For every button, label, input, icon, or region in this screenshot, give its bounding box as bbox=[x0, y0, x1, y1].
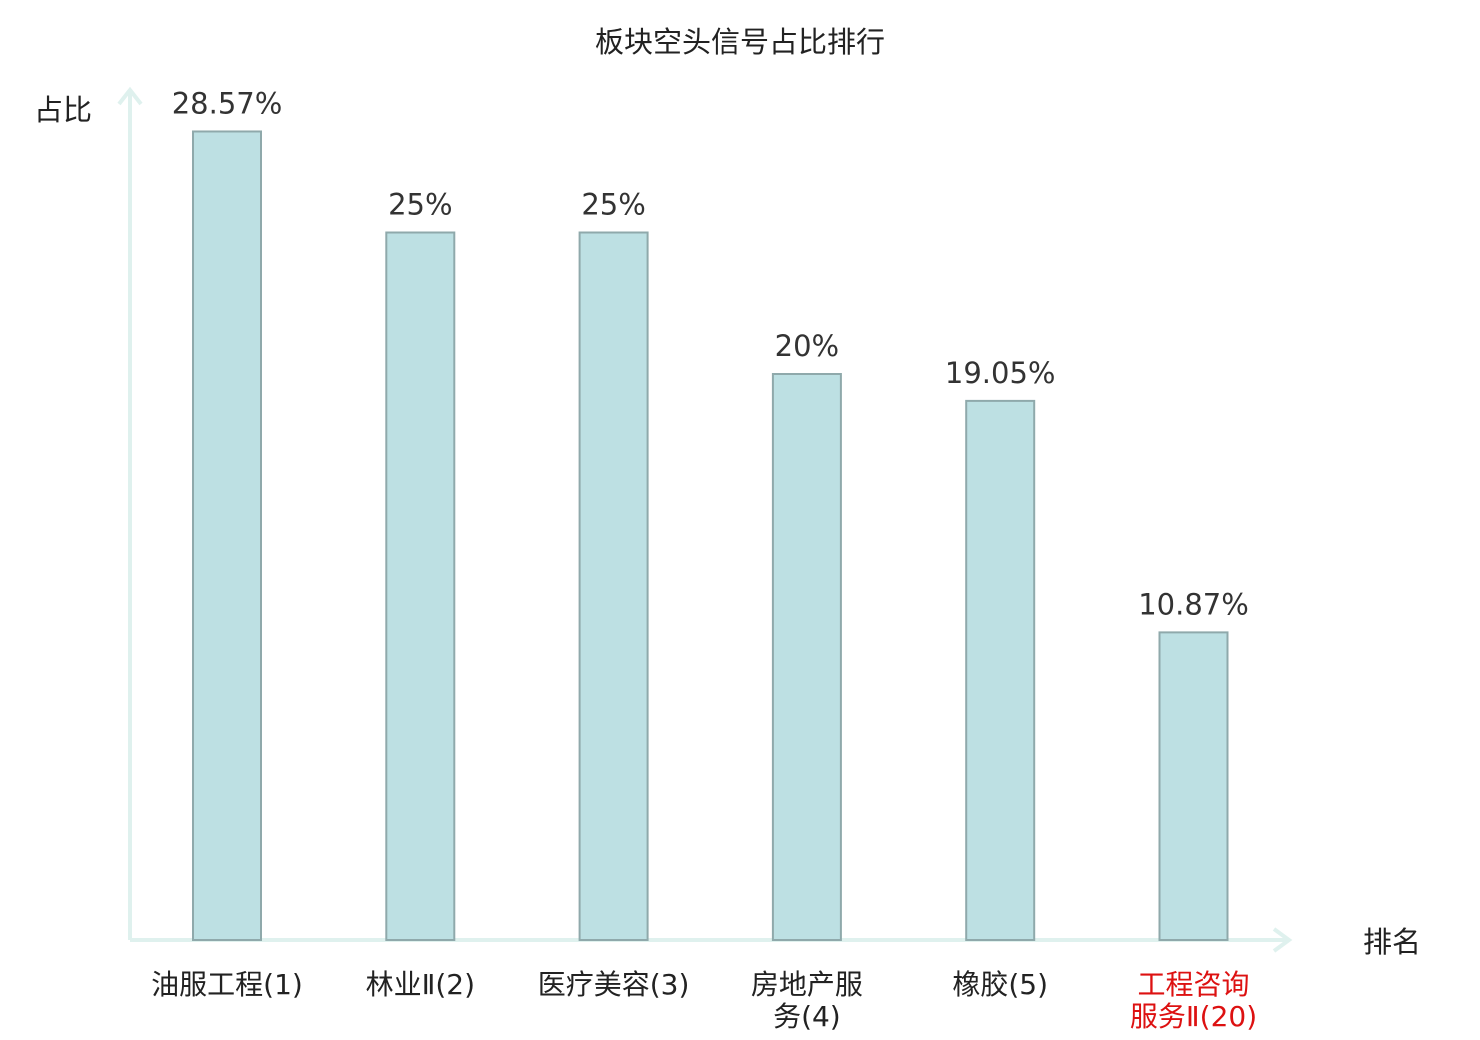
value-labels: 28.57% 25% 25% 20% 19.05% 10.87% bbox=[172, 86, 1249, 621]
bar-value-label: 19.05% bbox=[945, 356, 1056, 390]
y-axis-arrow-icon bbox=[117, 86, 143, 106]
category-label: 橡胶(5) bbox=[952, 968, 1048, 1001]
y-axis bbox=[117, 86, 143, 940]
bar bbox=[578, 231, 649, 941]
category-label: 工程咨询服务Ⅱ(20) bbox=[1130, 968, 1257, 1033]
bar-value-label: 25% bbox=[581, 188, 645, 222]
bar-value-label: 10.87% bbox=[1138, 587, 1249, 621]
bar bbox=[965, 399, 1036, 941]
category-label: 油服工程(1) bbox=[151, 968, 303, 1001]
x-axis-arrow-icon bbox=[1272, 927, 1293, 953]
bar bbox=[1158, 631, 1229, 942]
bar-value-label: 25% bbox=[388, 188, 452, 222]
bar-series bbox=[192, 130, 1229, 942]
bar bbox=[385, 231, 456, 941]
x-axis-label: 排名 bbox=[1363, 925, 1421, 959]
category-label: 林业Ⅱ(2) bbox=[366, 968, 475, 1001]
y-axis-label: 占比 bbox=[34, 93, 92, 127]
bar-value-label: 20% bbox=[775, 329, 839, 363]
bar bbox=[192, 130, 262, 941]
category-label: 房地产服务(4) bbox=[751, 968, 863, 1033]
bar bbox=[771, 373, 842, 941]
bar-value-label: 28.57% bbox=[172, 86, 283, 120]
x-axis bbox=[130, 927, 1293, 953]
category-labels: 油服工程(1) 林业Ⅱ(2) 医疗美容(3) 房地产服务(4) 橡胶(5) 工程咨询服务Ⅱ… bbox=[151, 968, 1257, 1033]
chart-title: 板块空头信号占比排行 bbox=[595, 25, 885, 59]
category-label: 医疗美容(3) bbox=[538, 968, 690, 1001]
